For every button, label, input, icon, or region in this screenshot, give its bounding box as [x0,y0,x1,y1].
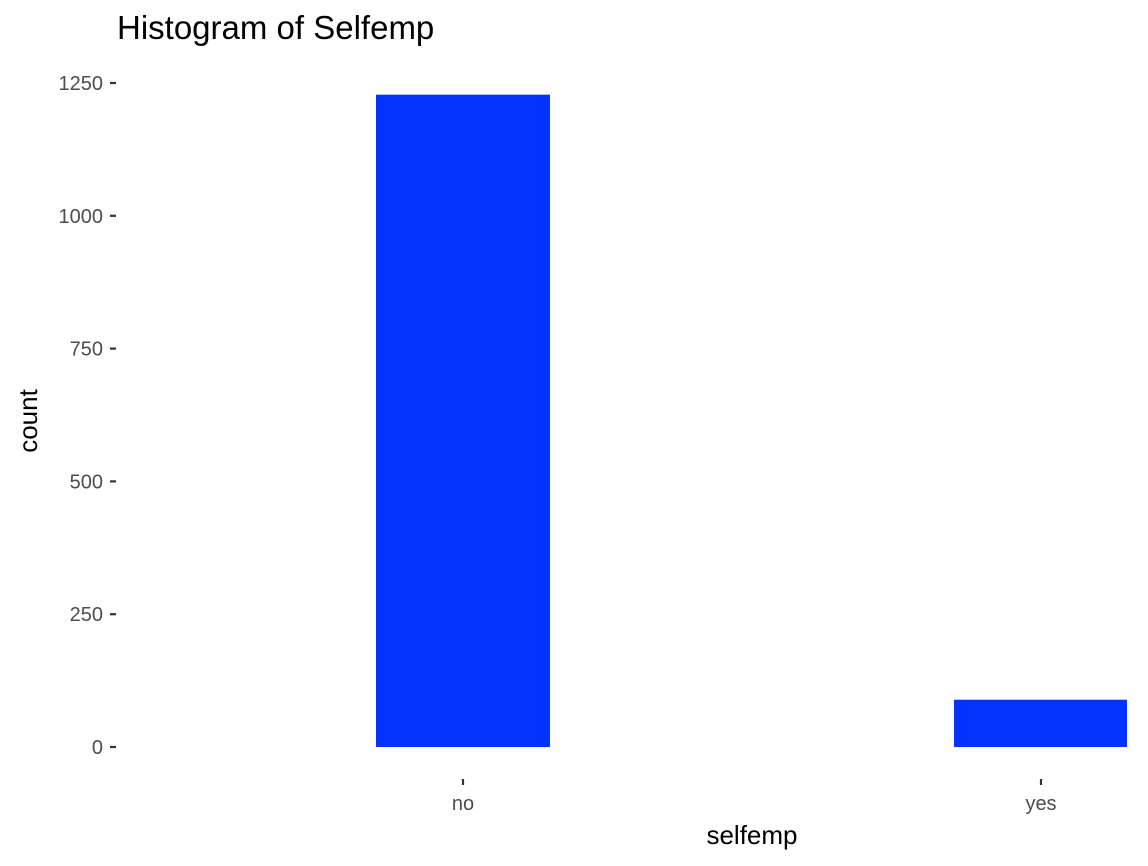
y-axis-title: count [13,388,43,452]
chart-title: Histogram of Selfemp [117,9,434,46]
bar-no [376,94,550,747]
y-tick-label: 250 [70,604,103,626]
y-tick-label: 0 [92,737,103,759]
x-tick-label: yes [1025,793,1056,815]
bars [376,94,1127,747]
y-axis: 0 250 500 750 1000 1250 [59,73,116,759]
y-tick-label: 1250 [59,73,104,95]
y-tick-label: 1000 [59,206,104,228]
x-axis: no yes [452,779,1057,815]
y-tick-label: 750 [70,339,103,361]
y-tick-label: 500 [70,471,103,493]
x-tick-label: no [452,793,474,815]
bar-yes [954,699,1127,747]
x-axis-title: selfemp [706,820,797,850]
